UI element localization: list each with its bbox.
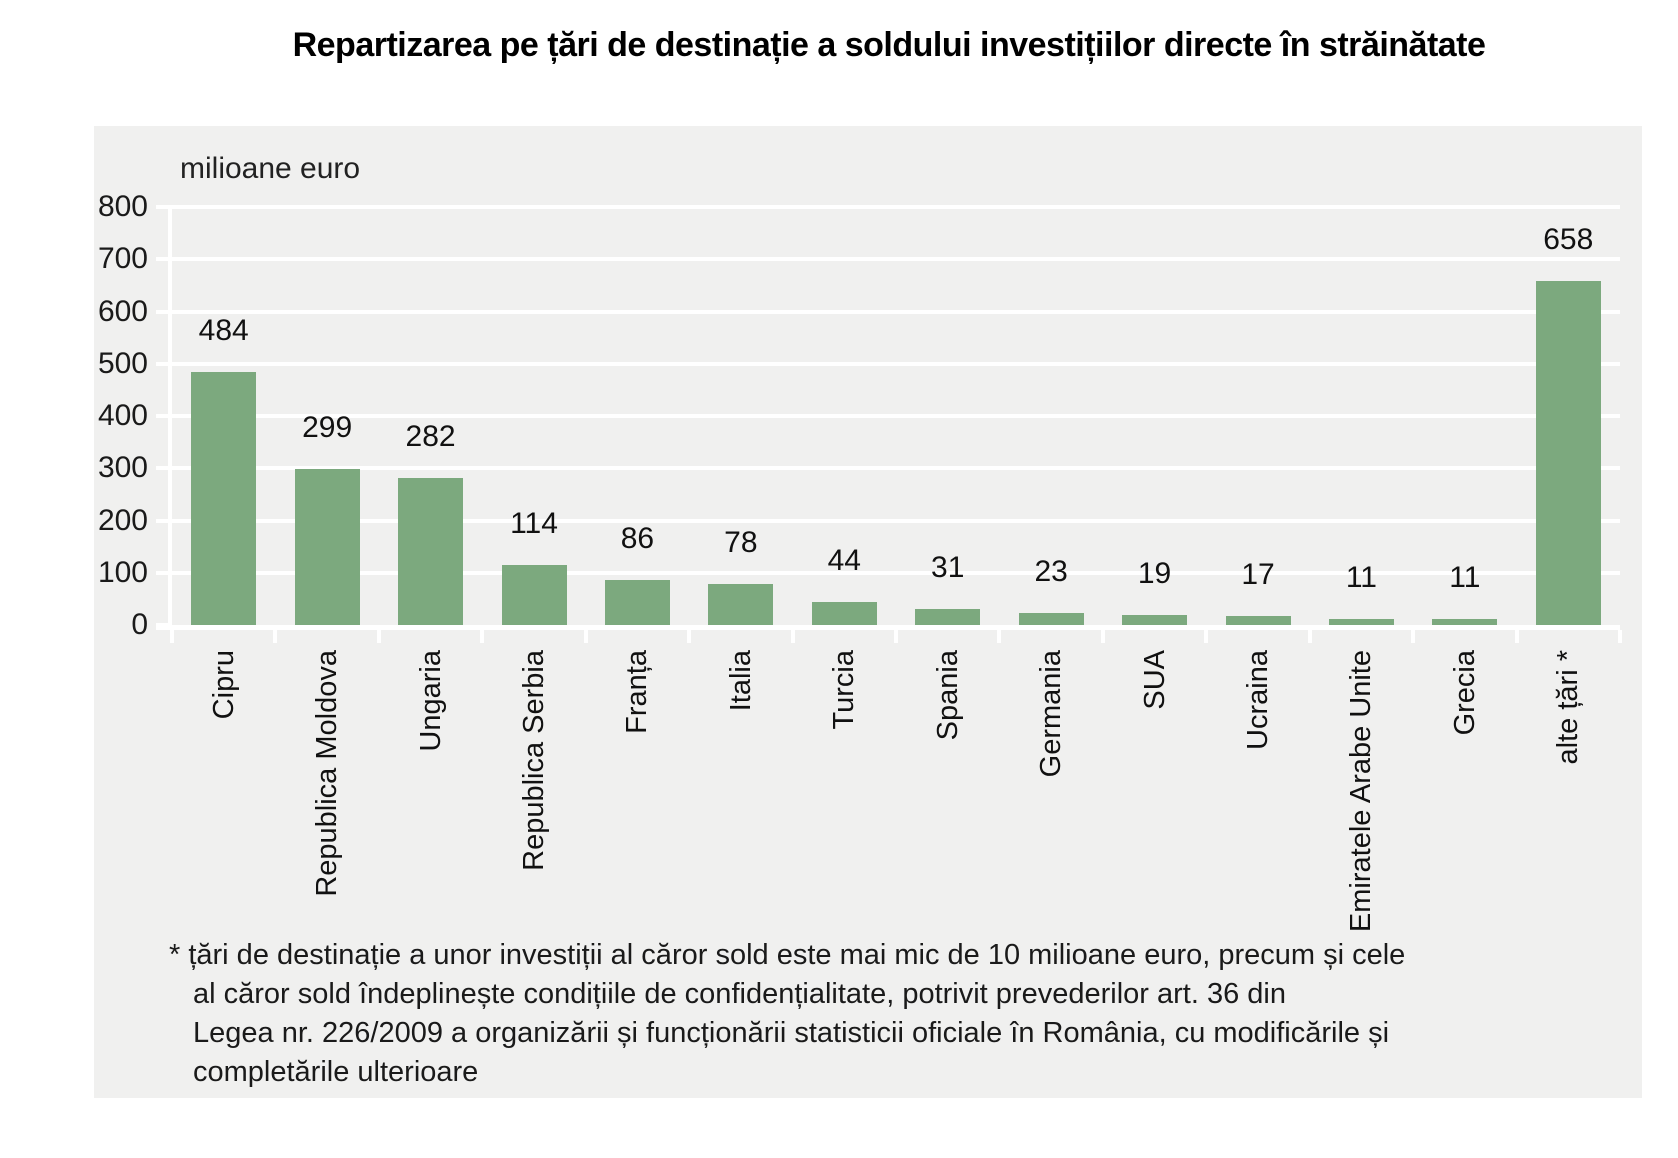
bar bbox=[191, 372, 257, 625]
x-axis-tick bbox=[480, 630, 485, 643]
category-label: Republica Moldova bbox=[311, 650, 344, 897]
y-tick-label: 600 bbox=[97, 294, 148, 328]
y-tick-label: 200 bbox=[97, 503, 148, 537]
gridline bbox=[172, 414, 1620, 418]
x-axis-tick bbox=[1204, 630, 1209, 643]
footnote-line: completările ulterioare bbox=[193, 1056, 479, 1088]
gridline bbox=[172, 309, 1620, 314]
bar bbox=[1535, 281, 1601, 625]
y-axis-tick bbox=[156, 205, 172, 209]
value-label: 23 bbox=[1034, 554, 1068, 588]
bar bbox=[1432, 619, 1498, 625]
chart-title: Repartizarea pe țări de destinație a sol… bbox=[292, 26, 1486, 64]
y-axis-tick bbox=[156, 361, 172, 366]
x-axis-line bbox=[156, 625, 1620, 630]
category-label: Ungaria bbox=[414, 650, 447, 752]
bar bbox=[708, 584, 774, 625]
x-axis-tick bbox=[273, 630, 278, 643]
y-axis-tick bbox=[156, 570, 172, 575]
bar bbox=[294, 468, 360, 625]
x-axis-tick bbox=[1514, 630, 1519, 643]
y-tick-label: 700 bbox=[97, 242, 148, 276]
x-axis-tick bbox=[687, 630, 692, 643]
y-axis-tick bbox=[156, 257, 172, 262]
value-label: 31 bbox=[931, 550, 965, 584]
footnote-line: al căror sold îndeplinește condițiile de… bbox=[193, 978, 1286, 1010]
bar bbox=[501, 565, 567, 625]
chart-panel: milioane euro 0 100 200 300 400 500 600 700 800 4… bbox=[94, 126, 1642, 1098]
category-label: Spania bbox=[931, 650, 964, 741]
value-label: 78 bbox=[724, 526, 758, 560]
y-tick-label: 100 bbox=[97, 555, 148, 589]
y-axis-tick bbox=[156, 414, 172, 418]
x-axis-tick bbox=[1307, 630, 1312, 643]
y-tick-label: 0 bbox=[131, 608, 148, 641]
category-label: Franța bbox=[621, 650, 654, 734]
category-label: alte țări * bbox=[1552, 650, 1585, 765]
x-axis-tick bbox=[1411, 630, 1416, 643]
y-axis-line bbox=[168, 207, 172, 629]
value-label: 19 bbox=[1137, 557, 1172, 591]
value-label: 11 bbox=[1449, 561, 1481, 595]
value-label: 282 bbox=[405, 419, 456, 453]
y-tick-label: 300 bbox=[97, 451, 148, 485]
y-axis-tick bbox=[156, 518, 172, 523]
x-axis-tick bbox=[376, 630, 381, 643]
x-axis-tick bbox=[997, 630, 1002, 643]
x-axis-tick bbox=[170, 630, 174, 643]
y-tick-label: 500 bbox=[97, 346, 148, 380]
category-label: Ucraina bbox=[1242, 650, 1274, 750]
x-axis-tick bbox=[1618, 630, 1622, 643]
bar bbox=[604, 580, 670, 625]
value-label: 299 bbox=[302, 410, 353, 444]
bar bbox=[398, 477, 464, 625]
value-label: 484 bbox=[198, 314, 249, 348]
y-axis-unit-label: milioane euro bbox=[180, 152, 361, 185]
gridline bbox=[172, 570, 1620, 575]
gridline bbox=[172, 361, 1620, 366]
value-label: 17 bbox=[1241, 558, 1275, 592]
category-label: Italia bbox=[724, 650, 757, 712]
y-tick-label: 400 bbox=[97, 399, 148, 432]
gridline bbox=[172, 257, 1620, 262]
gridline bbox=[172, 205, 1620, 209]
bar bbox=[811, 602, 877, 625]
value-label: 86 bbox=[620, 522, 655, 556]
x-axis-tick bbox=[1100, 630, 1105, 643]
footnote: * țări de destinație a unor investiții a… bbox=[169, 936, 1553, 1092]
value-label: 658 bbox=[1543, 223, 1594, 257]
category-label: SUA bbox=[1138, 650, 1171, 710]
value-label: 11 bbox=[1345, 561, 1377, 595]
y-axis-tick bbox=[156, 466, 172, 471]
gridline bbox=[172, 518, 1620, 523]
category-label: Germania bbox=[1035, 650, 1068, 778]
x-axis-tick bbox=[790, 630, 795, 643]
plot-area: 0 100 200 300 400 500 600 700 800 484 Cipru 299 Repu… bbox=[98, 190, 1622, 932]
bar bbox=[1122, 615, 1188, 625]
category-label: Cipru bbox=[207, 650, 240, 720]
category-label: Grecia bbox=[1448, 650, 1481, 736]
category-label: Emiratele Arabe Unite bbox=[1345, 650, 1378, 933]
gridline bbox=[172, 466, 1620, 471]
value-label: 114 bbox=[510, 507, 558, 541]
bar bbox=[1328, 619, 1394, 625]
bar bbox=[1225, 616, 1291, 625]
y-tick-label: 800 bbox=[97, 190, 148, 223]
category-label: Turcia bbox=[828, 650, 861, 730]
bar bbox=[915, 608, 981, 625]
x-axis-tick bbox=[583, 630, 588, 643]
value-label: 44 bbox=[827, 544, 861, 578]
footnote-line: * țări de destinație a unor investiții a… bbox=[169, 939, 1406, 971]
bar bbox=[1018, 612, 1084, 625]
y-axis-tick bbox=[156, 309, 172, 314]
x-axis-tick bbox=[894, 630, 898, 643]
category-label: Republica Serbia bbox=[518, 650, 550, 871]
footnote-line: Legea nr. 226/2009 a organizării și func… bbox=[193, 1017, 1390, 1049]
